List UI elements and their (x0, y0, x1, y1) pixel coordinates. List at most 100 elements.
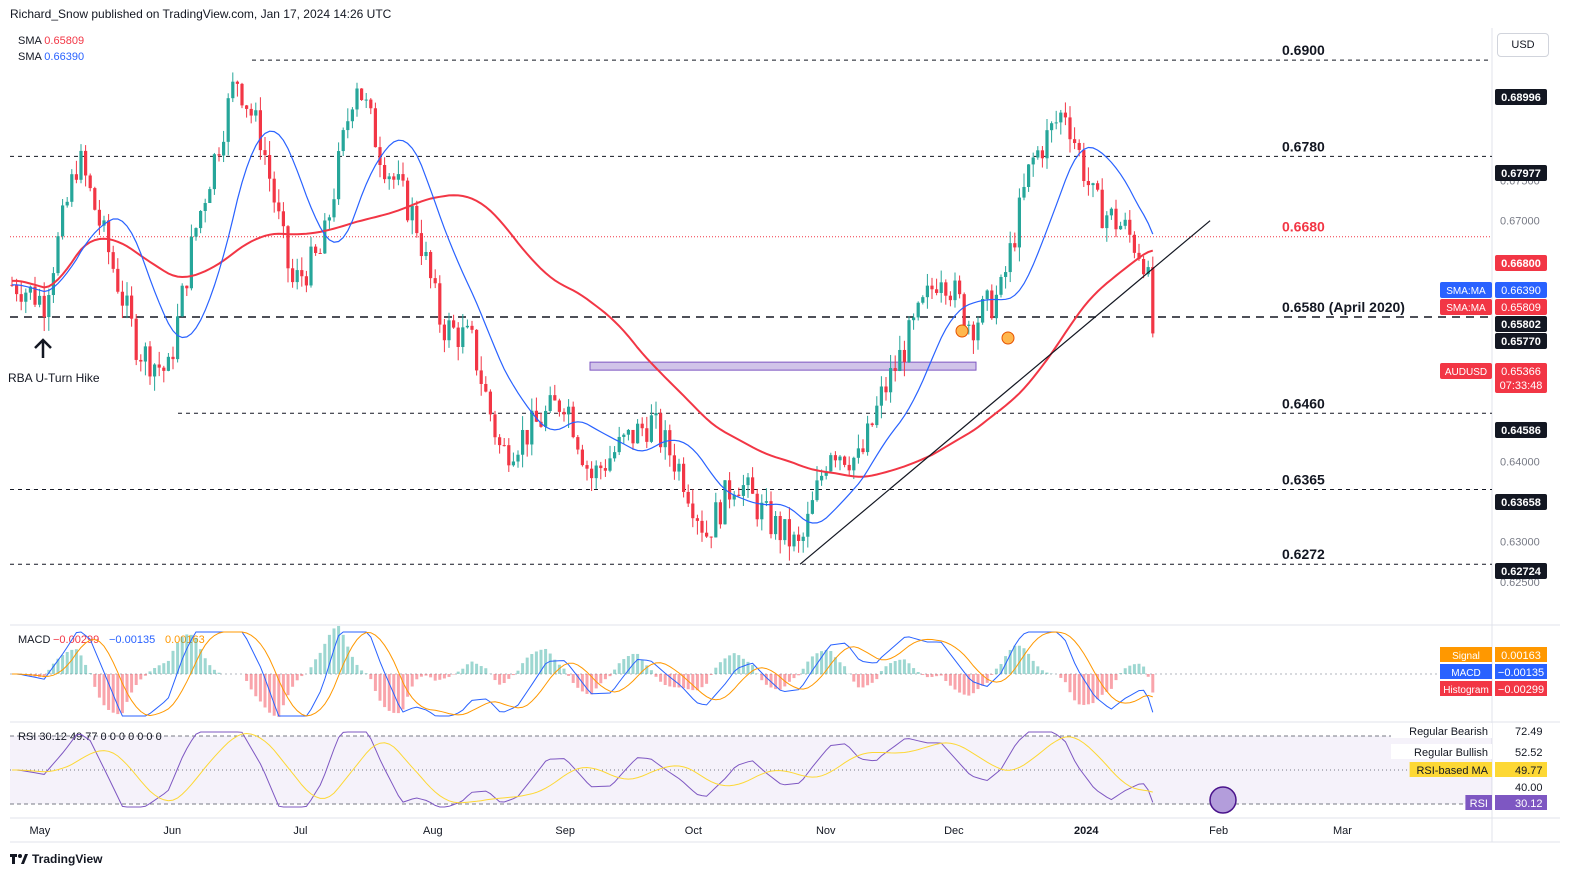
macd-histogram-bar (74, 649, 78, 674)
rsi-label-value: 30.12 (1515, 798, 1543, 810)
resistance-zone (589, 361, 977, 371)
macd-label-box (1495, 647, 1547, 662)
macd-histogram-bar (820, 651, 824, 674)
candle-body (263, 150, 267, 156)
macd-histogram-bar (410, 674, 414, 687)
candle-body (111, 252, 115, 269)
macd-histogram-bar (1077, 674, 1081, 705)
candle-body (1040, 150, 1044, 159)
rsi-label-name: Regular Bullish (1414, 747, 1488, 759)
macd-histogram-bar (171, 650, 175, 674)
macd-histogram-bar (364, 673, 368, 674)
macd-histogram-bar (1086, 674, 1090, 705)
candle-body (640, 423, 644, 429)
candle-body (732, 494, 736, 500)
candle-body (539, 421, 543, 427)
candle-body (1137, 252, 1141, 259)
candle-body (1105, 215, 1109, 229)
candle-body (672, 455, 676, 472)
candle-body (682, 463, 686, 492)
candle-body (180, 285, 184, 317)
candle-body (737, 494, 741, 496)
macd-histogram-bar (180, 636, 184, 674)
macd-histogram-bar (493, 674, 497, 681)
candle-body (1059, 112, 1063, 123)
candle-body (723, 480, 727, 525)
candle-body (392, 176, 396, 180)
candle-body (1086, 181, 1090, 186)
tradingview-logo-icon (10, 854, 28, 864)
price-label-countdown: 07:33:48 (1500, 380, 1543, 392)
up-arrow-icon (34, 338, 52, 358)
macd-histogram-bar (958, 674, 962, 693)
macd-histogram-bar (424, 674, 428, 676)
candle-body (70, 174, 74, 202)
price-label-tag-text: AUDUSD (1445, 367, 1487, 378)
candle-body (847, 464, 851, 471)
candle-body (1022, 186, 1026, 198)
candle-body (613, 452, 617, 459)
currency-button[interactable]: USD (1497, 33, 1549, 57)
candle-body (838, 456, 842, 461)
candle-body (902, 349, 906, 363)
candle-body (254, 110, 258, 116)
candle-body (1114, 208, 1118, 230)
candle-body (355, 88, 359, 110)
rsi-label-name: Regular Bearish (1409, 726, 1488, 738)
candle-body (493, 414, 497, 438)
candle-body (369, 99, 373, 109)
candle-body (148, 346, 152, 377)
candle-body (1151, 267, 1155, 334)
candle-body (1013, 243, 1017, 248)
macd-histogram-bar (419, 674, 423, 677)
candle-body (47, 295, 51, 318)
macd-histogram-bar (994, 668, 998, 674)
macd-histogram-bar (930, 674, 934, 677)
macd-histogram-bar (452, 674, 456, 675)
macd-histogram-bar (332, 628, 336, 674)
candle-body (824, 471, 828, 476)
candle-body (226, 98, 230, 142)
macd-histogram-bar (953, 674, 957, 690)
price-label-value-text: 0.68996 (1501, 92, 1541, 104)
candle-body (534, 410, 538, 422)
candle-body (383, 165, 387, 180)
candle-body (912, 317, 916, 321)
macd-histogram-bar (125, 674, 129, 702)
macd-histogram-bar (498, 674, 502, 685)
candle-body (797, 534, 801, 541)
candle-body (769, 501, 773, 535)
macd-histogram-bar (981, 674, 985, 686)
macd-histogram-bar (1109, 674, 1113, 689)
macd-histogram-bar (470, 661, 474, 674)
macd-histogram-bar (1123, 668, 1127, 674)
candle-body (1017, 197, 1021, 248)
macd-histogram-bar (1022, 648, 1026, 674)
macd-histogram-bar (337, 625, 341, 674)
macd-histogram-bar (640, 660, 644, 674)
macd-histogram-bar (442, 674, 446, 679)
macd-histogram-bar (1119, 673, 1123, 674)
macd-histogram-bar (718, 662, 722, 674)
candle-body (364, 99, 368, 101)
macd-histogram-bar (318, 652, 322, 674)
price-label-value (1495, 316, 1547, 332)
candle-body (1073, 139, 1077, 144)
candle-body (898, 349, 902, 372)
candle-body (157, 364, 161, 368)
macd-histogram-bar (659, 674, 663, 682)
macd-histogram-bar (346, 646, 350, 674)
macd-histogram-bar (829, 651, 833, 674)
candle-body (663, 430, 667, 448)
candle-body (139, 359, 143, 362)
candle-body (429, 251, 433, 279)
macd-histogram-bar (300, 674, 304, 677)
candle-body (79, 150, 83, 180)
candle-body (268, 155, 272, 179)
candle-body (884, 386, 888, 393)
candle-body (833, 455, 837, 461)
macd-histogram-bar (585, 674, 589, 694)
macd-histogram-bar (810, 656, 814, 674)
candle-body (502, 445, 506, 447)
